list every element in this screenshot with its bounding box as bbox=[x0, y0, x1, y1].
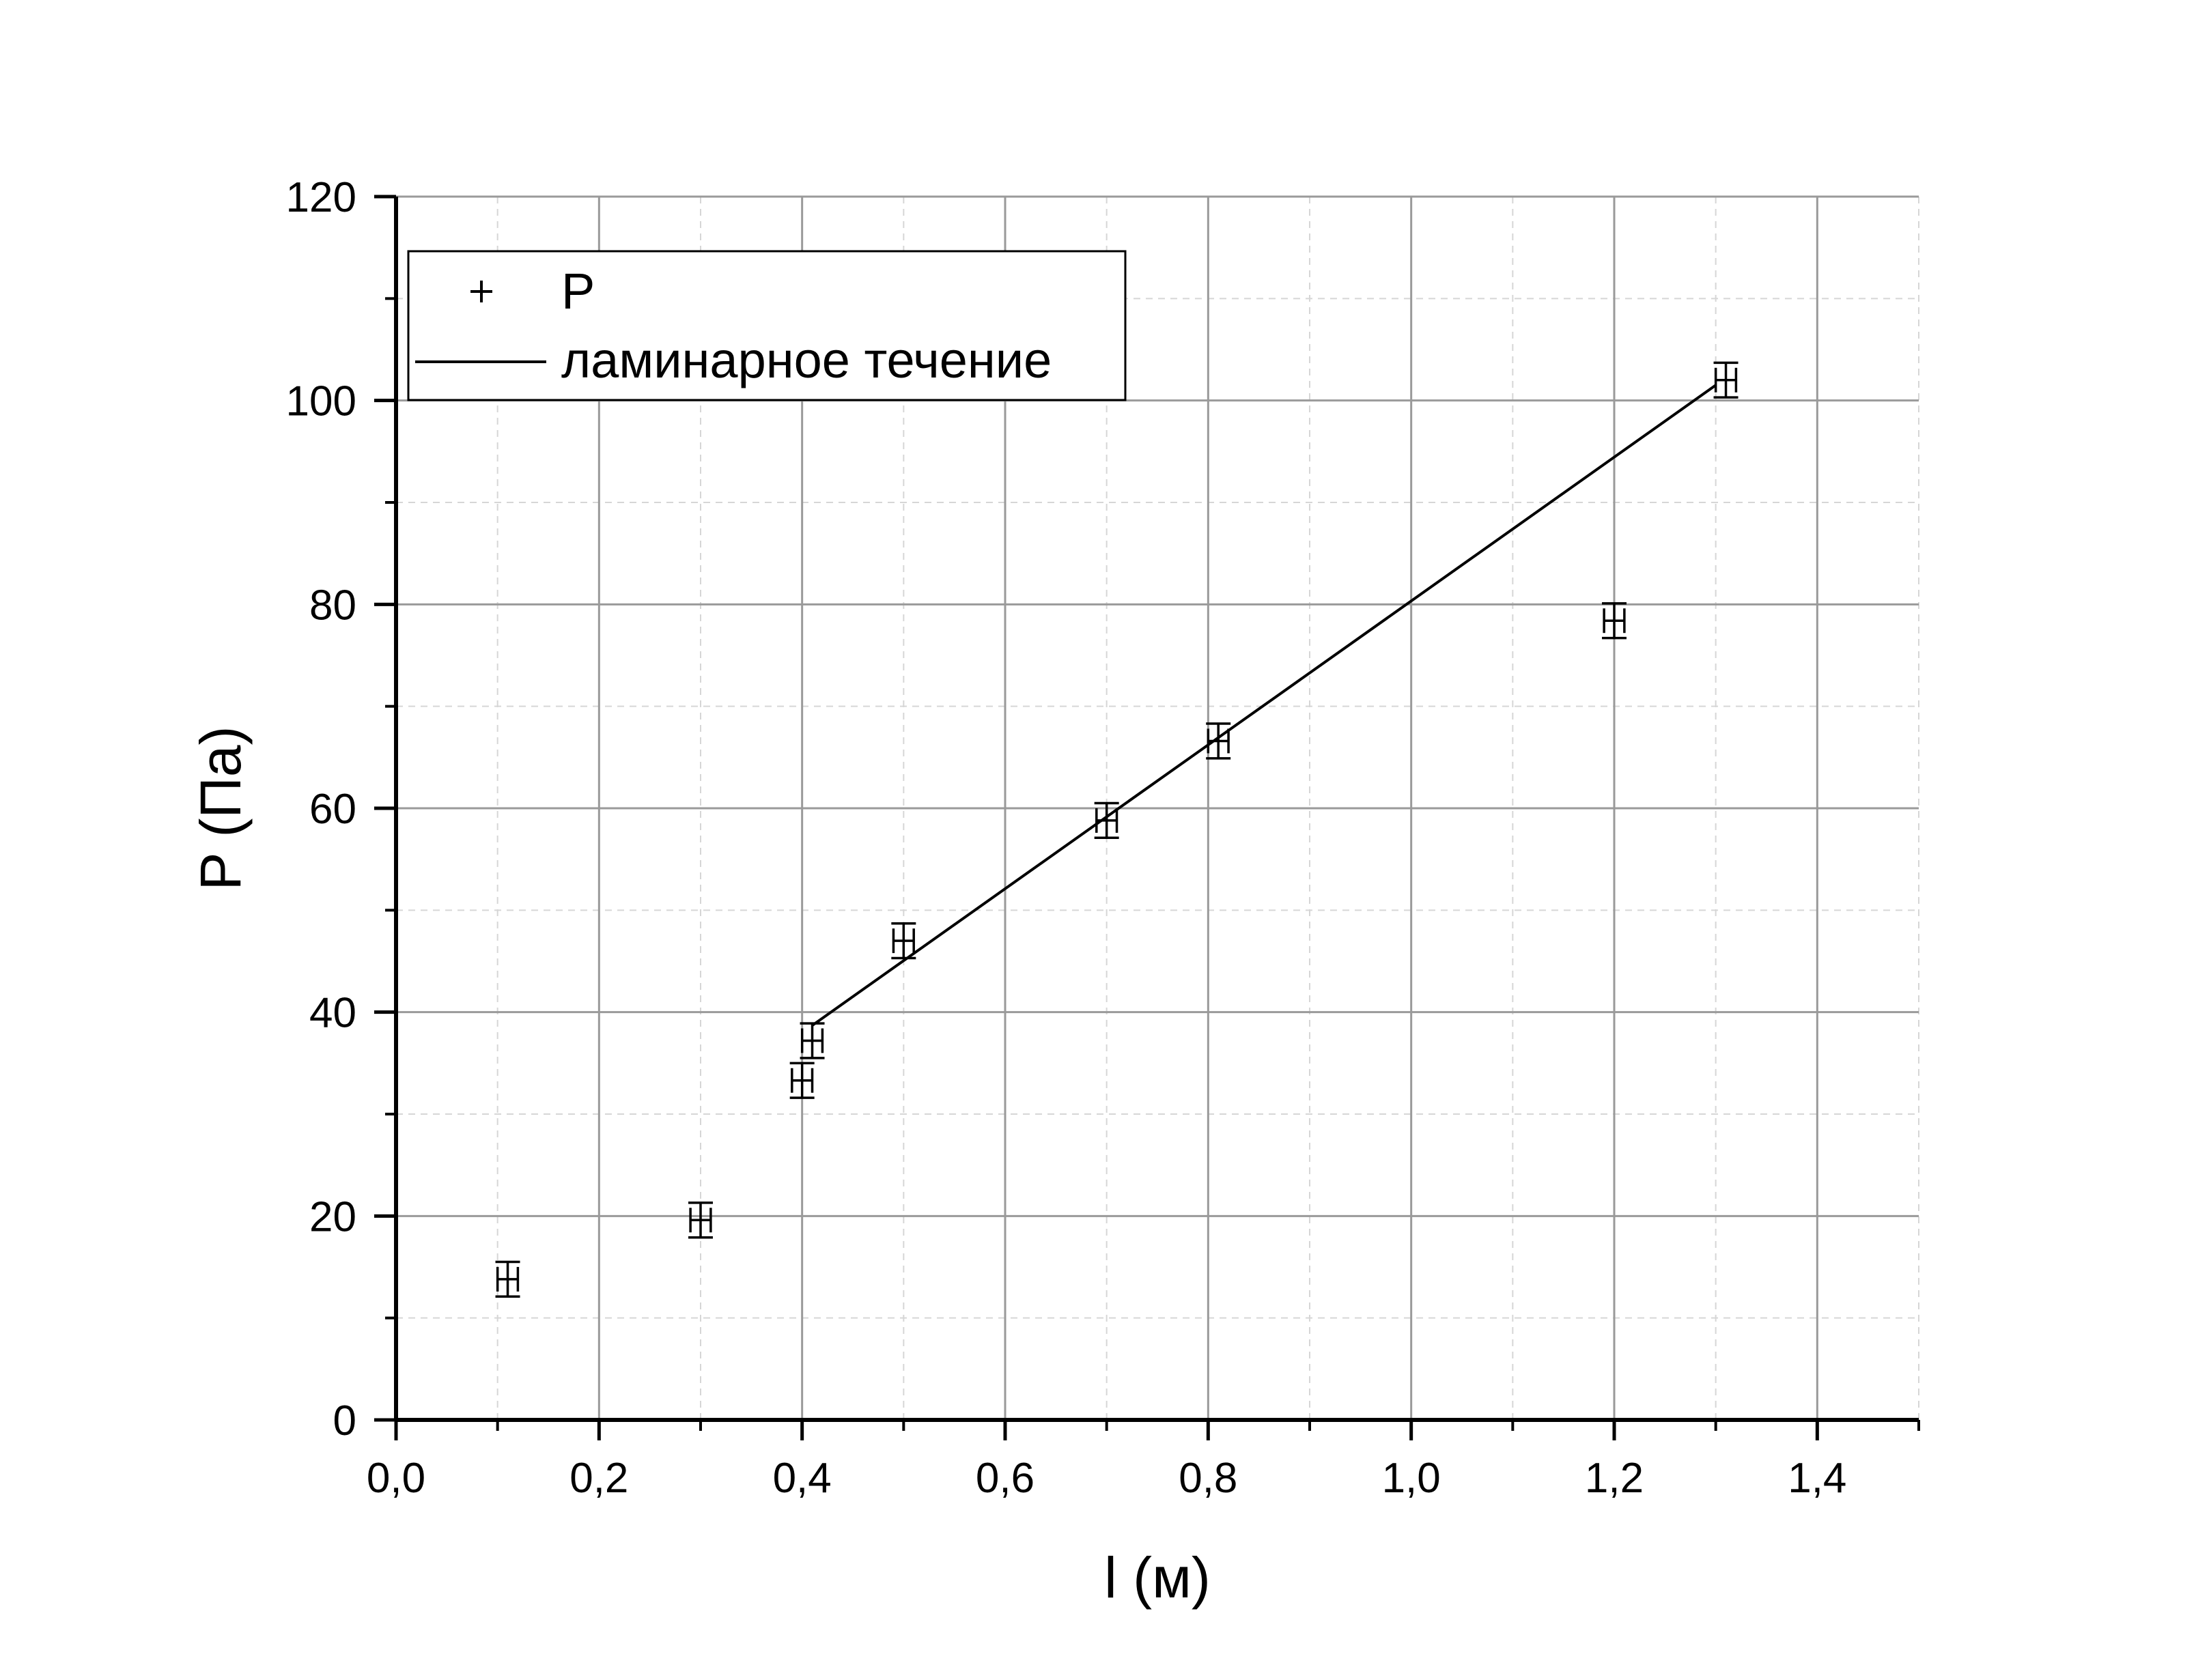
x-axis-title: l (м) bbox=[1104, 1546, 1211, 1610]
data-point bbox=[789, 1062, 815, 1099]
legend: P ламинарное течение bbox=[407, 250, 1127, 401]
y-tick-label: 120 bbox=[286, 174, 356, 221]
fit-line-series bbox=[811, 384, 1717, 1027]
y-axis-ticks: 0 20 40 60 80 100 120 bbox=[286, 174, 396, 1444]
legend-label-line: ламинарное течение bbox=[561, 332, 1052, 388]
y-tick-label: 80 bbox=[309, 582, 356, 629]
data-point bbox=[891, 922, 916, 960]
data-points-series bbox=[495, 361, 1738, 1298]
legend-box bbox=[407, 250, 1127, 401]
y-axis-title: P (Па) bbox=[188, 726, 253, 891]
y-tick-label: 100 bbox=[286, 378, 356, 425]
x-tick-label: 1,4 bbox=[1788, 1455, 1846, 1502]
x-tick-label: 0,0 bbox=[367, 1455, 425, 1502]
legend-label-points: P bbox=[561, 263, 595, 319]
y-tick-label: 20 bbox=[309, 1193, 356, 1240]
data-point bbox=[1206, 722, 1231, 760]
x-tick-label: 0,4 bbox=[773, 1455, 832, 1502]
x-tick-label: 0,8 bbox=[1179, 1455, 1237, 1502]
x-tick-label: 1,2 bbox=[1585, 1455, 1644, 1502]
x-tick-label: 0,2 bbox=[569, 1455, 628, 1502]
fit-line bbox=[811, 384, 1717, 1027]
data-point bbox=[1094, 801, 1119, 840]
data-point bbox=[1602, 602, 1627, 640]
major-grid bbox=[396, 195, 1919, 1420]
data-point bbox=[800, 1022, 825, 1059]
y-tick-label: 0 bbox=[333, 1397, 356, 1444]
legend-marker-plus bbox=[470, 281, 492, 302]
x-tick-label: 1,0 bbox=[1382, 1455, 1441, 1502]
data-point bbox=[688, 1201, 713, 1239]
y-tick-label: 60 bbox=[309, 786, 356, 833]
x-axis-ticks: 0,0 0,2 0,4 0,6 0,8 1,0 1,2 1,4 bbox=[367, 1420, 1920, 1502]
data-point bbox=[495, 1260, 520, 1298]
x-tick-label: 0,6 bbox=[976, 1455, 1034, 1502]
data-point bbox=[1713, 361, 1738, 399]
y-tick-label: 40 bbox=[309, 990, 356, 1037]
minor-grid bbox=[396, 197, 1919, 1420]
